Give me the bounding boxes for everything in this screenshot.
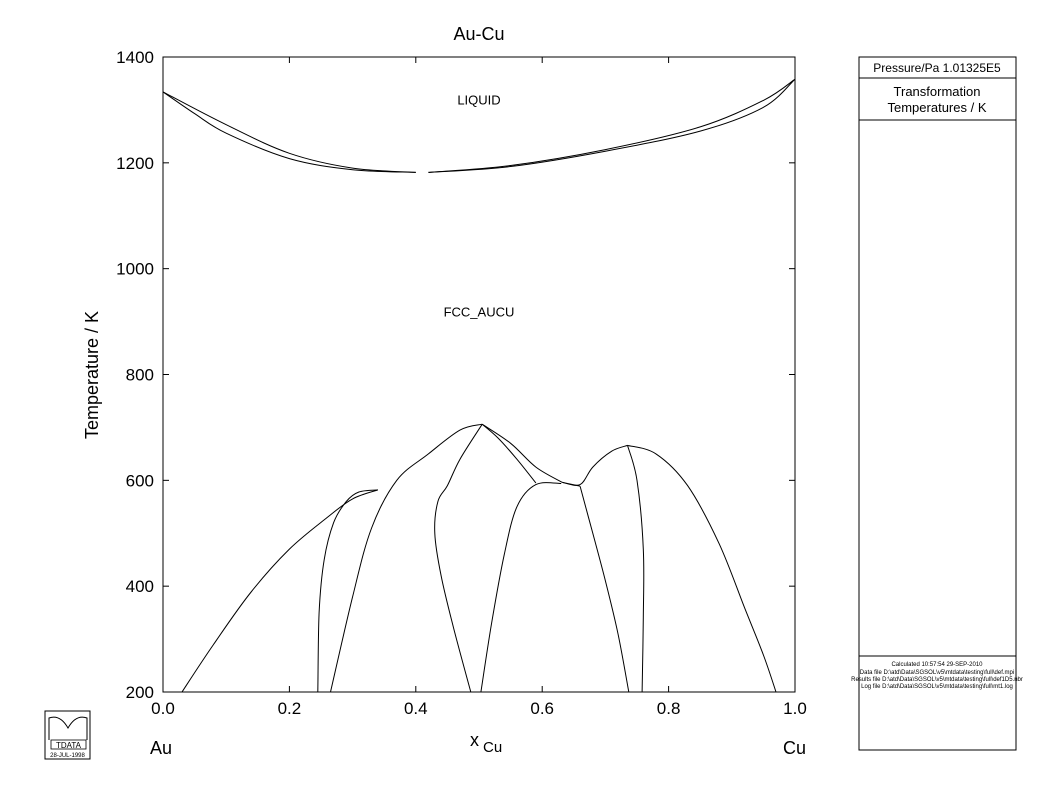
- phase-boundary-1: [162, 91, 416, 173]
- x-axis-ticks: 0.0 0.2 0.4 0.6 0.8 1.0: [151, 57, 807, 718]
- x-tick-label-3: 0.6: [530, 699, 554, 718]
- x-tick-label-0: 0.0: [151, 699, 175, 718]
- logo-textbox: [50, 739, 87, 750]
- info-panel: Pressure/Pa 1.01325E5 Transformation Tem…: [851, 56, 1023, 751]
- phase-boundary-4: [181, 489, 379, 693]
- results-file-text: Results file D:\atd\Data\SGSOL\v5\mtdata…: [851, 677, 1023, 683]
- x-axis-label-subscript: Cu: [483, 739, 502, 756]
- y-tick-label-4: 1000: [116, 260, 154, 279]
- y-tick-label-6: 1400: [116, 48, 154, 67]
- region-label-0: LIQUID: [457, 93, 500, 108]
- logo-frame: [44, 710, 91, 760]
- phase-boundary-2: [428, 78, 796, 173]
- endpoint-left-label: Au: [150, 738, 172, 758]
- y-tick-label-0: 200: [126, 683, 154, 702]
- log-file-text: Log file D:\atd\Data\SGSOL\v5\mtdata\tes…: [861, 684, 1013, 690]
- phase-boundary-11: [562, 444, 628, 486]
- calculated-text: Calculated 10:57:54 29-SEP-2010: [891, 662, 983, 668]
- phase-boundaries: [162, 78, 796, 693]
- logo-text: TDATA: [56, 741, 82, 750]
- y-tick-label-1: 400: [126, 577, 154, 596]
- phase-boundary-6: [330, 423, 483, 693]
- tdata-logo: TDATA 28-JUL-1998: [44, 710, 91, 760]
- phase-boundary-3: [428, 78, 796, 173]
- chart-title: Au-Cu: [453, 24, 504, 44]
- x-axis-label-main: x: [470, 730, 479, 750]
- phase-boundary-12: [562, 481, 581, 487]
- logo-mark-icon: [48, 716, 88, 740]
- info-panel-frame: [858, 56, 1017, 751]
- x-tick-label-2: 0.4: [404, 699, 428, 718]
- phase-boundary-0: [162, 91, 416, 173]
- x-tick-label-1: 0.2: [278, 699, 302, 718]
- x-tick-label-5: 1.0: [783, 699, 807, 718]
- data-file-text: Data file D:\atd\Data\SGSOL\v5\mtdata\te…: [860, 670, 1014, 676]
- phase-boundary-14: [627, 445, 645, 693]
- y-axis-ticks: 200 400 600 800 1000 1200 1400: [116, 48, 795, 702]
- phase-boundary-10: [480, 482, 562, 693]
- x-axis-label: x Cu: [470, 730, 502, 756]
- phase-boundary-8: [481, 423, 563, 483]
- logo-date: 28-JUL-1998: [50, 753, 85, 759]
- region-labels: LIQUID FCC_AUCU: [444, 93, 515, 320]
- plot-frame: [162, 56, 796, 693]
- phase-boundary-13: [579, 486, 630, 693]
- pressure-label: Pressure/Pa 1.01325E5: [873, 61, 1001, 75]
- info-heading-line2: Temperatures / K: [888, 100, 987, 115]
- phase-boundary-7: [434, 423, 483, 693]
- phase-boundary-15: [627, 444, 777, 693]
- info-heading-line1: Transformation: [894, 84, 981, 99]
- phase-boundary-5: [317, 489, 378, 693]
- region-label-1: FCC_AUCU: [444, 304, 515, 319]
- y-tick-label-3: 800: [126, 366, 154, 385]
- y-axis-label: Temperature / K: [82, 311, 102, 439]
- x-tick-label-4: 0.8: [657, 699, 681, 718]
- phase-boundary-9: [481, 423, 537, 484]
- endpoint-right-label: Cu: [783, 738, 806, 758]
- y-tick-label-2: 600: [126, 471, 154, 490]
- y-tick-label-5: 1200: [116, 154, 154, 173]
